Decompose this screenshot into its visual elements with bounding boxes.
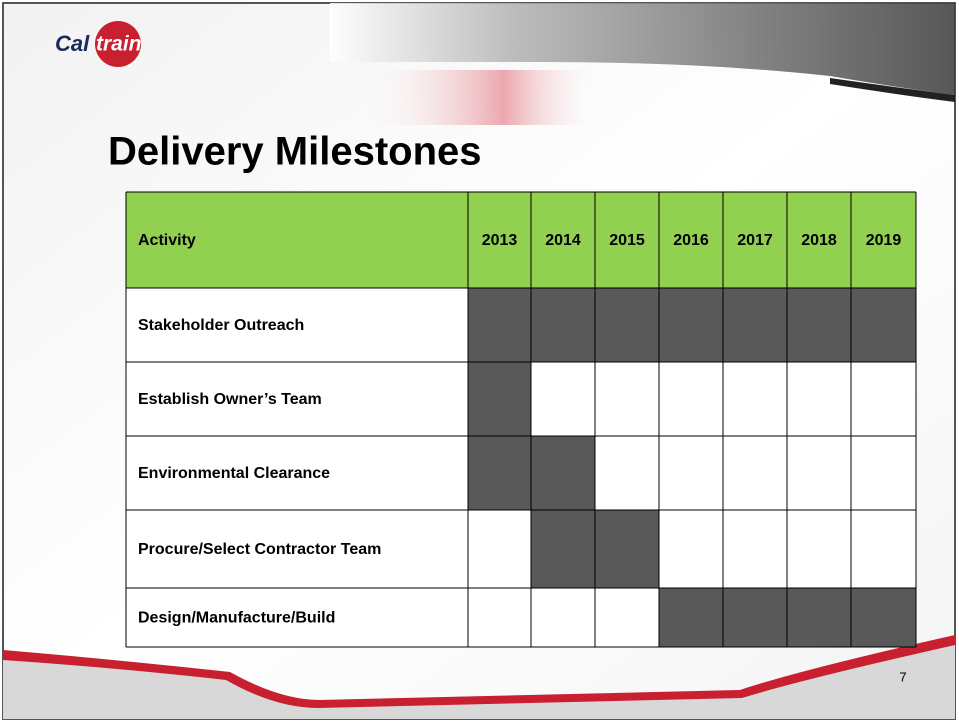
milestone-table: Activity 2013 2014 2015 2016 2017 2018 2019 Stak… [125,191,917,648]
header-red [360,70,600,125]
row-label: Establish Owner’s Team [138,391,322,408]
milestone-cell [659,362,723,436]
milestone-cell [851,362,916,436]
page-number: 7 [899,669,906,684]
milestone-cell-active [595,288,659,362]
header-cell: 2014 [545,232,581,249]
milestone-cell [531,362,595,436]
header-row [126,192,916,288]
header-cell: 2019 [866,232,902,249]
milestone-cell [851,436,916,510]
row-label: Stakeholder Outreach [138,317,304,334]
milestone-cell [595,588,659,647]
row-label: Design/Manufacture/Build [138,610,335,627]
row-label-cell [126,436,468,510]
milestone-cell-active [851,588,916,647]
milestone-cell [787,362,851,436]
logo-left: Cal [55,31,90,56]
milestone-cell-active [468,288,531,362]
milestone-cell [723,436,787,510]
milestone-cell [851,510,916,588]
milestone-cell [659,510,723,588]
logo-circle [95,21,141,67]
footer-swoosh [3,635,955,708]
milestone-cell [531,588,595,647]
header-cell: 2013 [482,232,518,249]
header-cell: 2017 [737,232,773,249]
milestone-cell [468,510,531,588]
milestone-cell-active [787,288,851,362]
milestone-cell [468,588,531,647]
header-cell: Activity [138,232,196,249]
milestone-cell-active [531,288,595,362]
milestone-cell [595,362,659,436]
header-cell: 2015 [609,232,645,249]
row-label: Environmental Clearance [138,465,330,482]
milestone-cell-active [468,436,531,510]
milestone-cell-active [659,588,723,647]
milestone-cell [595,436,659,510]
milestone-cell-active [723,588,787,647]
row-label: Procure/Select Contractor Team [138,541,381,558]
milestone-cell [787,510,851,588]
slide-title: Delivery Milestones [108,130,482,174]
milestone-cell-active [531,510,595,588]
milestone-cell-active [468,362,531,436]
logo-right: train [96,33,142,56]
milestone-cell [659,436,723,510]
row-label-cell [126,362,468,436]
milestone-cell-active [851,288,916,362]
header-stripe [330,3,955,95]
row-label-cell [126,510,468,588]
milestone-cell-active [659,288,723,362]
milestone-cell-active [723,288,787,362]
milestone-cell [723,362,787,436]
header-line [830,78,955,102]
row-label-cell [126,288,468,362]
header-cell: 2018 [801,232,837,249]
milestone-cell [723,510,787,588]
milestone-cell-active [787,588,851,647]
header-cell: 2016 [673,232,709,249]
milestone-cell-active [595,510,659,588]
milestone-cell-active [531,436,595,510]
milestone-cell [787,436,851,510]
row-label-cell [126,588,468,647]
